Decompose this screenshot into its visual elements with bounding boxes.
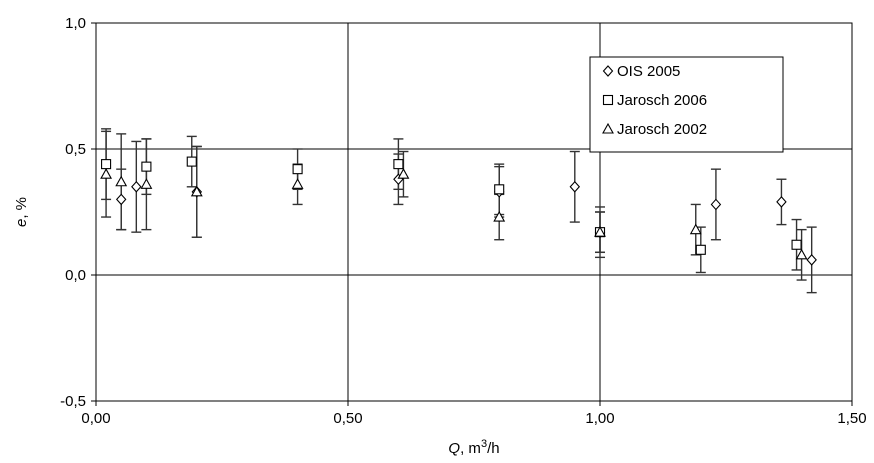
y-axis-title: e, % [13, 197, 30, 227]
x-axis-title: Q, m3/h [448, 438, 499, 457]
square-marker [101, 159, 112, 170]
square-marker [791, 239, 802, 250]
y-axis-ticks: -0,5 0,0 0,5 1,0 [60, 15, 96, 410]
plot-frame [95, 22, 853, 402]
triangle-marker [100, 168, 113, 179]
legend-box [589, 56, 784, 153]
legend-diamond-marker [602, 65, 614, 77]
diamond-marker [710, 198, 722, 211]
diamond-marker [115, 193, 127, 206]
triangle-marker [115, 175, 128, 187]
data-markers [100, 156, 817, 266]
square-marker [695, 244, 706, 255]
square-marker [186, 156, 197, 167]
legend-triangle-marker [602, 122, 614, 134]
x-tick-label: 1,50 [837, 410, 866, 427]
square-marker [494, 184, 505, 195]
legend-label: Jarosch 2006 [617, 92, 707, 109]
legend-label: OIS 2005 [617, 63, 680, 80]
y-tick-label: -0,5 [60, 393, 86, 410]
triangle-marker [397, 168, 410, 179]
square-marker [141, 161, 152, 172]
legend-square-marker [602, 94, 614, 106]
y-tick-label: 0,5 [65, 141, 86, 158]
y-tick-label: 1,0 [65, 15, 86, 32]
triangle-marker [594, 226, 606, 237]
diamond-marker [776, 196, 787, 208]
error-bars [101, 128, 817, 294]
square-marker [292, 164, 303, 175]
x-tick-label: 0,00 [81, 410, 110, 427]
diamond-marker [806, 254, 817, 266]
triangle-marker [291, 178, 304, 189]
triangle-marker [689, 223, 702, 235]
triangle-marker [190, 185, 203, 197]
y-tick-label: 0,0 [65, 267, 86, 284]
legend: OIS 2005 Jarosch 2006 Jarosch 2002 [589, 56, 784, 153]
triangle-marker [493, 210, 506, 222]
diamond-marker [569, 180, 581, 193]
square-marker [393, 159, 404, 170]
triangle-marker [795, 248, 808, 260]
x-tick-label: 1,00 [585, 410, 614, 427]
legend-label: Jarosch 2002 [617, 121, 707, 138]
triangle-marker [140, 178, 153, 189]
diamond-marker [131, 180, 142, 193]
x-axis-ticks: 0,00 0,50 1,00 1,50 [81, 401, 867, 427]
x-tick-label: 0,50 [333, 410, 362, 427]
